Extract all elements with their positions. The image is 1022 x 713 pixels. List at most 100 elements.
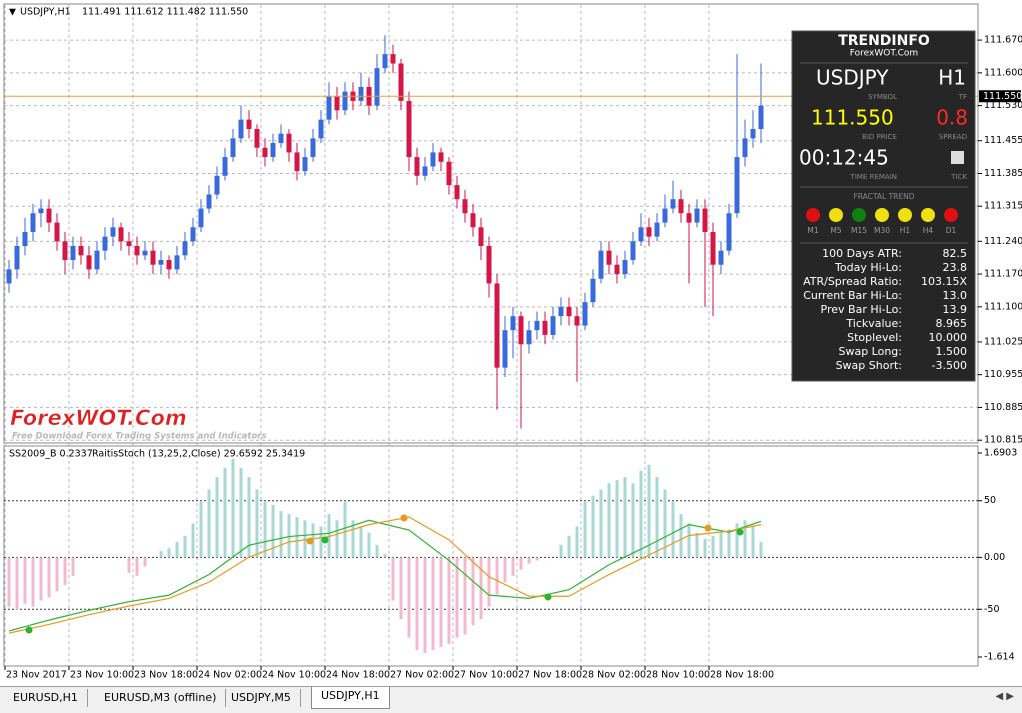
y-tick-label: 1.6903 bbox=[984, 448, 1017, 459]
stat-value: 8.965 bbox=[936, 317, 968, 330]
candle-body bbox=[662, 208, 668, 223]
cross-dot bbox=[321, 536, 329, 544]
candle-body bbox=[294, 152, 300, 172]
candle-body bbox=[494, 283, 500, 368]
candle-body bbox=[622, 260, 628, 275]
candle-body bbox=[134, 245, 140, 256]
indicator-subtitle: RaitisStoch (13,25,2,Close) 29.6592 25.3… bbox=[92, 449, 305, 460]
chart-tab[interactable]: EURUSD,M3 (offline) bbox=[95, 689, 227, 707]
histogram-bar bbox=[583, 501, 587, 558]
histogram-bar bbox=[447, 557, 451, 644]
y-tick-label: 110.885 bbox=[984, 402, 1022, 413]
histogram-bar bbox=[687, 523, 691, 558]
x-tick-label: 23 Nov 2017 bbox=[6, 670, 67, 681]
histogram-bar bbox=[559, 545, 563, 558]
histogram-bar bbox=[727, 529, 731, 558]
chart-tab[interactable]: USDJPY,H1 bbox=[311, 687, 390, 709]
candle-body bbox=[718, 250, 724, 265]
histogram-bar bbox=[423, 557, 427, 654]
histogram-bar bbox=[511, 557, 515, 576]
time-label: TIME REMAIN bbox=[850, 173, 897, 181]
candle-body bbox=[374, 68, 380, 106]
histogram-bar bbox=[199, 501, 203, 558]
x-tick-label: 28 Nov 18:00 bbox=[710, 670, 774, 681]
candle-body bbox=[174, 255, 180, 270]
candle-body bbox=[390, 54, 396, 64]
histogram-bar bbox=[623, 477, 627, 558]
candle-body bbox=[246, 119, 252, 130]
x-tick-label: 27 Nov 02:00 bbox=[390, 670, 454, 681]
candle-body bbox=[54, 222, 60, 242]
histogram-bar bbox=[319, 526, 323, 558]
candle-body bbox=[166, 260, 172, 270]
x-tick-label: 23 Nov 18:00 bbox=[134, 670, 198, 681]
cross-dot bbox=[544, 593, 552, 601]
x-tick-label: 24 Nov 18:00 bbox=[326, 670, 390, 681]
candle-body bbox=[334, 96, 340, 111]
histogram-bar bbox=[383, 554, 387, 558]
candle-body bbox=[254, 129, 260, 148]
histogram-bar bbox=[487, 557, 491, 607]
histogram-bar bbox=[391, 557, 395, 601]
candle-body bbox=[606, 250, 612, 265]
y-tick-label: 0.00 bbox=[984, 552, 1005, 563]
fractal-label: M1 bbox=[807, 226, 818, 235]
candle-body bbox=[6, 269, 12, 284]
histogram-bar bbox=[295, 517, 299, 558]
crossing-dots bbox=[25, 514, 744, 634]
trendinfo-panel: TRENDINFO ForexWOT.Com USDJPY H1 SYMBOL … bbox=[791, 30, 976, 382]
candle-body bbox=[38, 208, 44, 214]
histogram-bar bbox=[255, 489, 259, 558]
histogram-bar bbox=[287, 514, 291, 558]
candle-body bbox=[550, 316, 556, 335]
histogram-bar bbox=[703, 538, 707, 558]
tab-scroll[interactable]: ◀ ▶ bbox=[995, 691, 1014, 702]
y-tick-label: 111.600 bbox=[984, 67, 1022, 78]
candle-body bbox=[406, 100, 412, 158]
y-tick-label: 111.240 bbox=[984, 236, 1022, 247]
histogram-bar bbox=[367, 532, 371, 558]
candle-body bbox=[310, 138, 316, 158]
stoch-line bbox=[8, 519, 762, 632]
histogram-bar bbox=[711, 535, 715, 558]
candle-body bbox=[326, 96, 332, 120]
histogram-bar bbox=[303, 520, 307, 558]
y-tick-label: 111.170 bbox=[984, 269, 1022, 280]
chart-tab[interactable]: EURUSD,H1 bbox=[4, 689, 88, 707]
panel-title: TRENDINFO bbox=[838, 33, 930, 49]
histogram-bar bbox=[415, 557, 419, 650]
candle-body bbox=[230, 138, 236, 158]
fractal-label: D1 bbox=[946, 226, 957, 235]
histogram-bar bbox=[527, 557, 531, 564]
candle-body bbox=[78, 245, 84, 256]
fractal-dot bbox=[898, 208, 912, 222]
stat-label: 100 Days ATR: bbox=[822, 247, 902, 260]
cross-dot bbox=[736, 528, 744, 536]
panel-spread: 0.8 bbox=[936, 106, 968, 130]
histogram-bar bbox=[247, 477, 251, 558]
fractal-label: M5 bbox=[830, 226, 841, 235]
histogram-bar bbox=[655, 477, 659, 558]
histogram-bar bbox=[191, 523, 195, 558]
histogram-bar bbox=[351, 520, 355, 558]
panel-bg bbox=[791, 30, 976, 382]
candle-body bbox=[702, 208, 708, 232]
histogram-bar bbox=[127, 557, 131, 573]
candle-body bbox=[86, 255, 92, 270]
histogram-bar bbox=[495, 557, 499, 595]
candle-body bbox=[430, 152, 436, 167]
candle-body bbox=[614, 264, 620, 275]
candle-body bbox=[214, 175, 220, 195]
histogram-bar bbox=[735, 523, 739, 558]
candle-body bbox=[678, 199, 684, 214]
histogram-bar bbox=[431, 557, 435, 650]
histogram-bar bbox=[335, 520, 339, 558]
y-tick-label: 111.530 bbox=[984, 100, 1022, 111]
chart-tab[interactable]: USDJPY,M5 bbox=[222, 689, 301, 707]
histogram-bar bbox=[7, 557, 11, 607]
fractal-dot bbox=[806, 208, 820, 222]
histogram-bar bbox=[751, 526, 755, 558]
candle-body bbox=[70, 245, 76, 261]
cross-dot bbox=[704, 524, 712, 532]
